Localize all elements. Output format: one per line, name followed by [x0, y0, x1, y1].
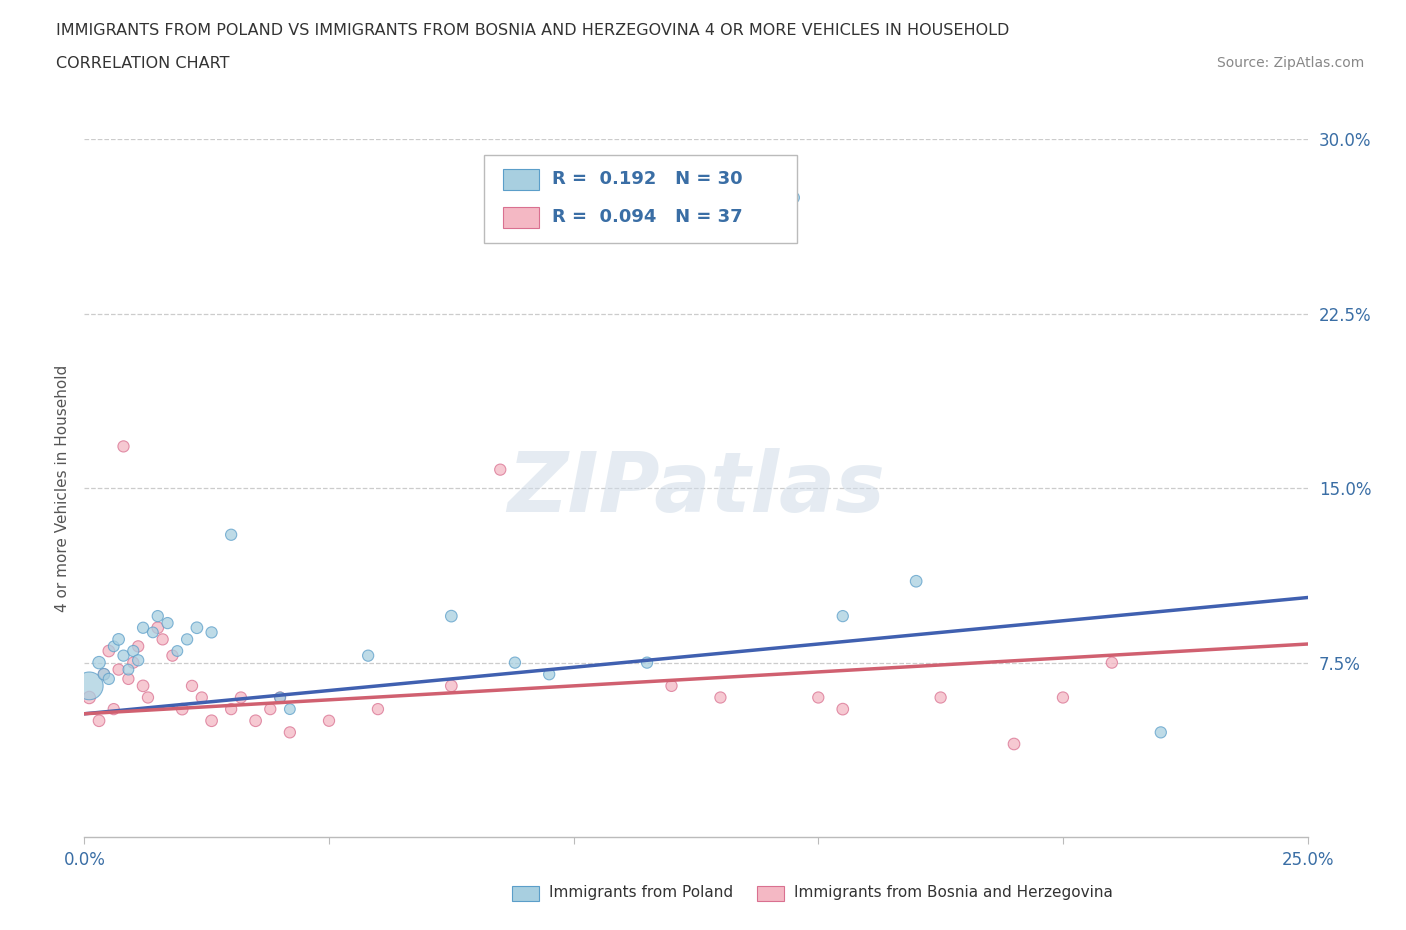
Point	[259, 701, 281, 716]
FancyBboxPatch shape	[758, 885, 785, 901]
FancyBboxPatch shape	[512, 885, 540, 901]
Point	[97, 644, 120, 658]
Point	[122, 655, 145, 670]
Point	[117, 662, 139, 677]
FancyBboxPatch shape	[503, 169, 540, 191]
Point	[107, 662, 129, 677]
Point	[103, 701, 125, 716]
Point	[176, 632, 198, 647]
Point	[146, 609, 169, 624]
Point	[229, 690, 252, 705]
Point	[661, 679, 683, 694]
Point	[357, 648, 380, 663]
Point	[489, 462, 512, 477]
Point	[1101, 655, 1123, 670]
Point	[831, 609, 853, 624]
Point	[929, 690, 952, 705]
Point	[107, 632, 129, 647]
Point	[783, 190, 806, 205]
Point	[538, 667, 561, 682]
Point	[97, 671, 120, 686]
Point	[1150, 725, 1173, 740]
Point	[127, 653, 149, 668]
Point	[1002, 737, 1025, 751]
Text: CORRELATION CHART: CORRELATION CHART	[56, 56, 229, 71]
Point	[112, 439, 135, 454]
Point	[269, 690, 291, 705]
Point	[1052, 690, 1074, 705]
FancyBboxPatch shape	[484, 155, 797, 243]
FancyBboxPatch shape	[503, 207, 540, 228]
Point	[269, 690, 291, 705]
Point	[127, 639, 149, 654]
Point	[162, 648, 184, 663]
Point	[278, 725, 301, 740]
Point	[219, 527, 242, 542]
Point	[440, 679, 463, 694]
Point	[146, 620, 169, 635]
Text: ZIPatlas: ZIPatlas	[508, 447, 884, 529]
Point	[905, 574, 928, 589]
Text: Immigrants from Bosnia and Herzegovina: Immigrants from Bosnia and Herzegovina	[794, 885, 1112, 900]
Point	[709, 690, 731, 705]
Point	[807, 690, 830, 705]
Point	[93, 667, 115, 682]
Text: Source: ZipAtlas.com: Source: ZipAtlas.com	[1216, 56, 1364, 70]
Point	[181, 679, 204, 694]
Point	[132, 679, 155, 694]
Point	[132, 620, 155, 635]
Point	[636, 655, 658, 670]
Point	[93, 667, 115, 682]
Point	[156, 616, 179, 631]
Point	[166, 644, 188, 658]
Point	[77, 679, 100, 694]
Point	[278, 701, 301, 716]
Point	[191, 690, 214, 705]
Point	[117, 671, 139, 686]
Point	[136, 690, 159, 705]
Point	[219, 701, 242, 716]
Text: R =  0.192   N = 30: R = 0.192 N = 30	[551, 170, 742, 188]
Point	[77, 690, 100, 705]
Point	[503, 655, 526, 670]
Text: Immigrants from Poland: Immigrants from Poland	[550, 885, 734, 900]
Point	[186, 620, 208, 635]
Point	[103, 639, 125, 654]
Point	[122, 644, 145, 658]
Point	[200, 713, 222, 728]
Point	[200, 625, 222, 640]
Point	[440, 609, 463, 624]
Point	[87, 655, 110, 670]
Point	[367, 701, 389, 716]
Point	[318, 713, 340, 728]
Point	[112, 648, 135, 663]
Point	[87, 713, 110, 728]
Point	[245, 713, 267, 728]
Point	[152, 632, 174, 647]
Point	[172, 701, 194, 716]
Point	[831, 701, 853, 716]
Text: R =  0.094   N = 37: R = 0.094 N = 37	[551, 208, 742, 226]
Y-axis label: 4 or more Vehicles in Household: 4 or more Vehicles in Household	[55, 365, 70, 612]
Text: IMMIGRANTS FROM POLAND VS IMMIGRANTS FROM BOSNIA AND HERZEGOVINA 4 OR MORE VEHIC: IMMIGRANTS FROM POLAND VS IMMIGRANTS FRO…	[56, 23, 1010, 38]
Point	[142, 625, 165, 640]
